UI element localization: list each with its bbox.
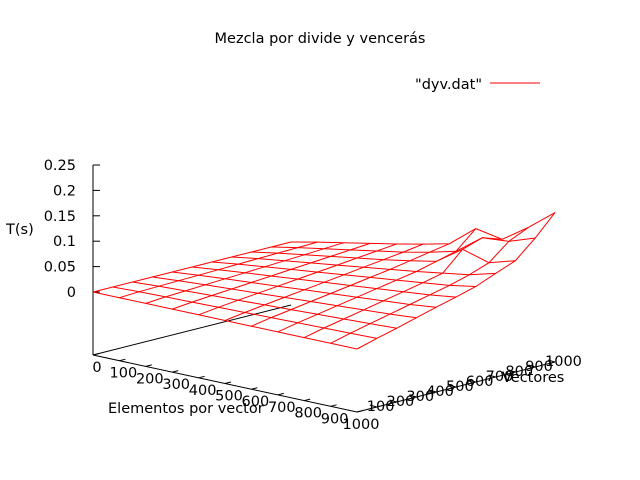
x-tick-label: 300 — [162, 377, 190, 393]
surface-column-line — [119, 241, 318, 299]
z-tick-label: 0.2 — [53, 183, 76, 199]
y-tick-mark — [468, 379, 476, 383]
z-tick-label: 0 — [67, 285, 76, 301]
chart-title: Mezcla por divide y vencerás — [215, 31, 426, 47]
x-tick-label: 100 — [110, 366, 138, 382]
x-tick-mark — [198, 375, 205, 379]
z-axis-ticks: 0 0.05 0.1 0.15 0.2 0.25 — [44, 158, 100, 301]
y-axis-back-line — [92, 304, 292, 356]
x-tick-mark — [356, 410, 364, 413]
surface-column-line — [198, 243, 397, 316]
y-tick-label: 800 — [505, 364, 533, 380]
y-tick-mark — [409, 394, 417, 398]
x-tick-label: 600 — [242, 394, 270, 410]
x-tick-mark — [92, 353, 100, 356]
y-tick-label: 200 — [387, 394, 415, 410]
x-tick-label: 200 — [136, 371, 164, 387]
y-axis-label: Vectores — [502, 370, 564, 386]
x-tick-label: 0 — [92, 360, 101, 376]
y-tick-mark — [547, 359, 556, 363]
x-tick-mark — [330, 404, 337, 407]
y-tick-mark — [429, 389, 437, 393]
x-tick-mark — [119, 358, 126, 362]
z-axis-label: T(s) — [5, 222, 34, 238]
y-tick-mark — [389, 399, 397, 403]
y-tick-mark — [488, 374, 496, 378]
legend: "dyv.dat" — [415, 77, 540, 93]
surface-row-line — [290, 212, 556, 245]
x-tick-mark — [304, 398, 311, 402]
surface-row-line — [271, 237, 536, 253]
x-tick-label: 400 — [189, 383, 217, 399]
surface-column-line — [172, 242, 371, 310]
surface-column-line — [92, 241, 292, 293]
legend-label: "dyv.dat" — [415, 77, 482, 93]
x-tick-label: 800 — [294, 406, 322, 422]
x-tick-label: 1000 — [343, 417, 380, 433]
surface-column-line — [224, 243, 424, 321]
surface-column-line — [277, 228, 477, 333]
surface-mesh — [92, 212, 556, 350]
y-tick-label: 600 — [466, 374, 494, 390]
surface-column-line — [251, 243, 450, 327]
surface-column-line — [303, 237, 503, 339]
surface-column-line — [145, 242, 344, 304]
surface-row-line — [231, 256, 496, 276]
y-tick-label: 700 — [486, 369, 514, 385]
x-tick-mark — [277, 392, 284, 396]
y-tick-mark — [508, 369, 516, 373]
y-tick-mark — [528, 364, 536, 368]
x-tick-mark — [172, 370, 179, 373]
y-tick-mark — [448, 384, 457, 388]
x-tick-label: 700 — [268, 400, 296, 416]
y-tick-mark — [369, 404, 377, 408]
x-tick-mark — [224, 381, 232, 384]
x-tick-mark — [251, 387, 258, 390]
y-tick-label: 100 — [367, 399, 395, 415]
z-tick-label: 0.15 — [44, 209, 76, 225]
x-tick-label: 500 — [215, 389, 243, 405]
x-tick-mark — [145, 364, 152, 367]
z-tick-label: 0.05 — [44, 260, 76, 276]
x-tick-label: 900 — [321, 411, 349, 427]
y-tick-label: 500 — [446, 379, 474, 395]
surface-column-line — [356, 212, 556, 350]
y-tick-label: 1000 — [545, 354, 582, 370]
y-tick-label: 400 — [426, 384, 454, 400]
y-tick-label: 300 — [406, 389, 434, 405]
surface-column-line — [330, 226, 529, 344]
x-axis-label: Elementos por vector — [108, 401, 264, 417]
y-tick-label: 900 — [525, 359, 553, 375]
z-tick-label: 0.1 — [53, 234, 76, 250]
z-tick-label: 0.25 — [44, 158, 76, 174]
